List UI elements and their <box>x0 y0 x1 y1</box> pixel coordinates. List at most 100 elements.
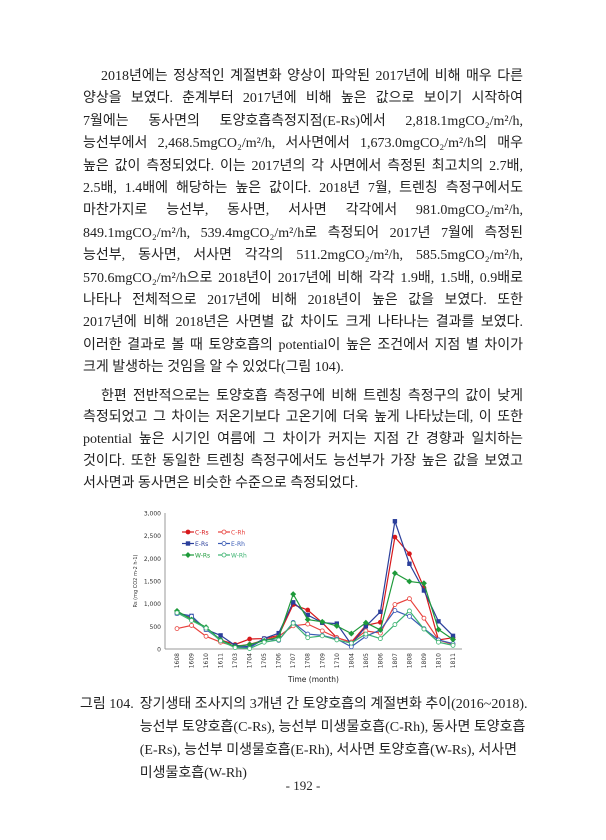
data-point <box>218 638 223 643</box>
data-point <box>407 561 412 566</box>
x-tick-label: 1811 <box>450 653 457 668</box>
series-line <box>176 571 454 648</box>
data-point <box>377 635 383 641</box>
data-point <box>407 551 412 556</box>
data-point <box>436 618 441 624</box>
data-point <box>247 645 253 651</box>
data-point <box>221 529 227 535</box>
y-tick-label: 3,000 <box>144 510 161 517</box>
data-point <box>218 632 223 638</box>
data-point <box>185 529 191 535</box>
x-tick-label: 1706 <box>276 653 283 668</box>
data-point <box>305 634 311 640</box>
data-point <box>407 613 412 619</box>
y-axis-label: Rs (mg CO2 m-2 h-1) <box>133 554 139 607</box>
data-point <box>189 622 194 628</box>
body-paragraph: 2018년에는 정상적인 계절변화 양상이 파악된 2017년에 비해 매우 다… <box>83 69 523 376</box>
x-tick-label: 1708 <box>305 653 312 668</box>
x-axis-label: Time (month) <box>287 675 339 684</box>
data-point <box>407 595 412 601</box>
data-point <box>377 626 384 633</box>
series-e-rs <box>174 518 456 649</box>
x-tick-label: 1804 <box>348 653 355 668</box>
x-tick-label: 1810 <box>435 653 442 668</box>
data-point <box>221 540 227 546</box>
x-tick-label: 1705 <box>261 653 268 668</box>
x-tick-label: 1608 <box>174 653 181 668</box>
x-tick-label: 1808 <box>406 653 413 668</box>
data-point <box>203 633 209 639</box>
data-point <box>304 616 311 623</box>
data-point <box>189 617 194 623</box>
data-point <box>291 599 296 605</box>
data-point <box>407 608 412 613</box>
data-point <box>334 637 340 643</box>
y-tick-label: 1,500 <box>144 578 161 585</box>
data-point <box>290 590 297 597</box>
series-w-rh <box>174 608 456 651</box>
data-point <box>378 609 383 614</box>
data-point <box>363 631 369 637</box>
data-point <box>333 622 340 629</box>
data-point <box>221 552 227 558</box>
x-tick-label: 1609 <box>189 653 196 668</box>
x-tick-label: 1611 <box>218 653 225 668</box>
y-tick-label: 2,000 <box>144 556 161 563</box>
data-point <box>421 615 427 621</box>
data-point <box>319 628 325 633</box>
data-point <box>203 625 209 631</box>
body-paragraph: 한편 전반적으로는 토양호흡 측정구에 비해 트렌칭 측정구의 값이 낮게 측정… <box>83 388 523 491</box>
data-point <box>391 569 398 576</box>
data-point <box>392 621 398 627</box>
x-tick-label: 1703 <box>232 653 239 668</box>
series-line <box>176 520 454 648</box>
x-tick-label: 1707 <box>290 653 297 668</box>
legend-label: E-Rh <box>231 540 245 547</box>
data-point <box>392 518 398 524</box>
data-point <box>450 642 456 648</box>
legend-label: C-Rs <box>195 529 209 536</box>
page-body: 2018년에는 정상적인 계절변화 양상이 파악된 2017년에 비해 매우 다… <box>80 66 528 785</box>
y-tick-label: 2,500 <box>144 533 161 540</box>
legend-item: E-Rs <box>182 540 208 547</box>
data-point <box>420 579 427 586</box>
x-tick-label: 1709 <box>319 653 326 668</box>
data-point <box>305 621 311 627</box>
data-point <box>261 639 267 645</box>
data-point <box>392 534 398 540</box>
data-point <box>436 639 441 645</box>
y-tick-label: 500 <box>150 624 162 631</box>
data-point <box>319 633 325 638</box>
data-point <box>348 640 354 646</box>
data-point <box>406 578 413 585</box>
figure-caption: 그림 104. 장기생태 조사지의 3개년 간 토양호흡의 계절변화 추이(20… <box>80 693 530 785</box>
x-tick-label: 1805 <box>363 653 370 668</box>
data-point <box>247 636 253 642</box>
figure-label: 그림 104. <box>80 696 134 712</box>
series-line <box>176 597 454 647</box>
legend-item: C-Rs <box>182 529 209 536</box>
data-point <box>185 551 191 558</box>
legend-item: E-Rh <box>218 540 245 547</box>
legend-item: C-Rh <box>218 529 246 536</box>
data-point <box>421 626 427 632</box>
data-point <box>319 618 326 625</box>
data-point <box>305 607 311 613</box>
data-point <box>185 540 191 546</box>
legend-label: W-Rh <box>231 552 247 559</box>
legend-item: W-Rs <box>182 551 210 559</box>
x-tick-label: 1809 <box>421 653 428 668</box>
legend-label: C-Rh <box>231 529 246 536</box>
legend-label: E-Rs <box>195 540 208 547</box>
x-tick-label: 1704 <box>247 653 254 668</box>
x-tick-label: 1610 <box>203 653 210 668</box>
data-point <box>232 644 238 650</box>
x-tick-label: 1806 <box>377 653 384 668</box>
data-point <box>435 626 442 633</box>
data-point <box>290 620 296 626</box>
data-point <box>392 607 398 613</box>
data-point <box>174 610 180 615</box>
data-point <box>174 625 180 631</box>
y-tick-label: 1,000 <box>144 601 161 608</box>
